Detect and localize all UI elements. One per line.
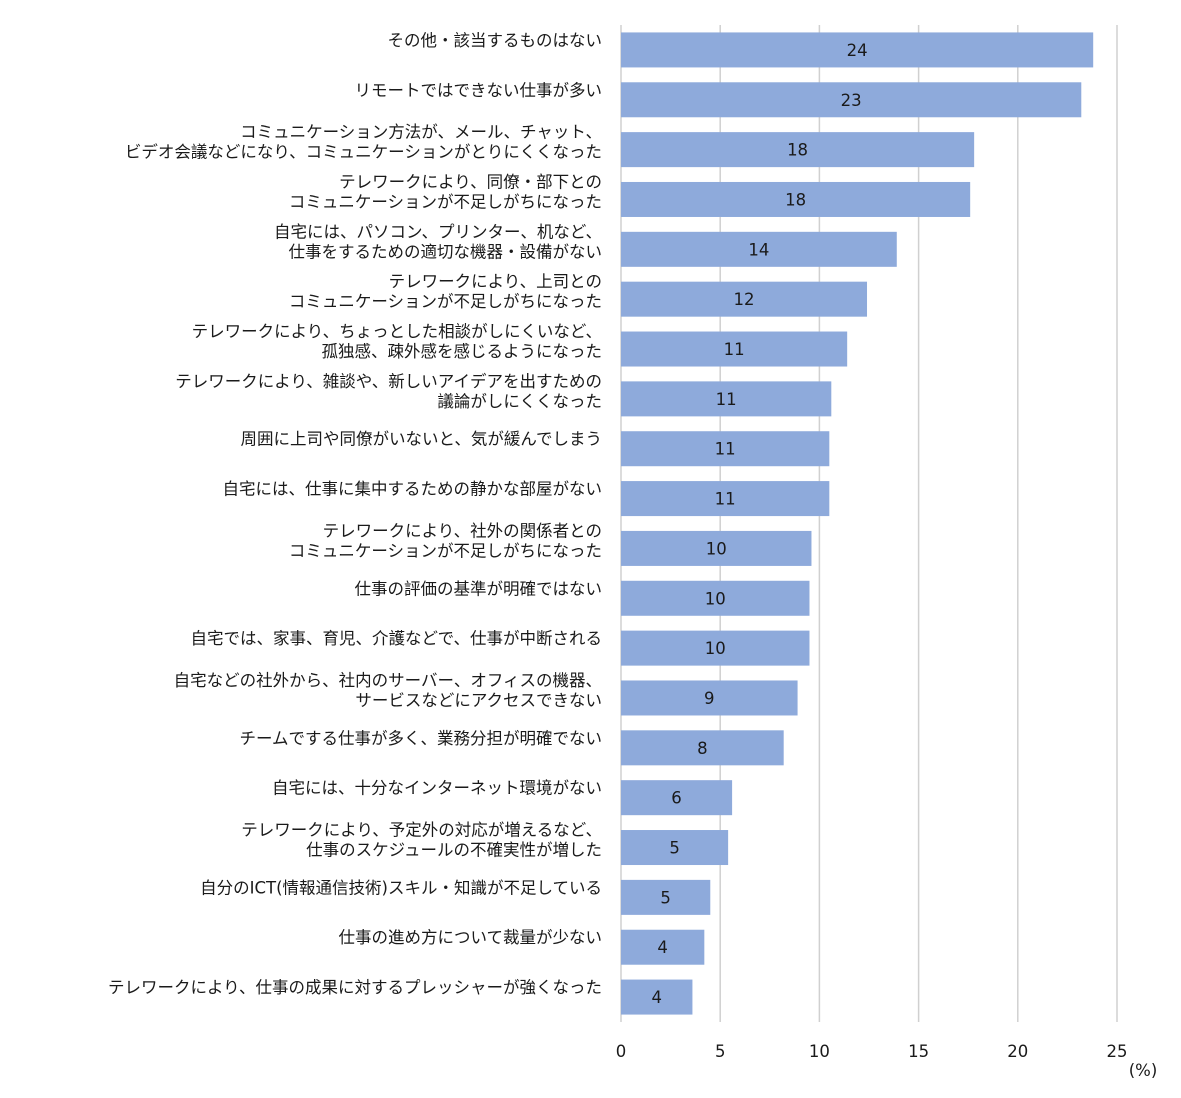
bar (621, 730, 784, 766)
bar (621, 530, 812, 566)
category-label: 議論がしにくくなった (437, 392, 602, 411)
bar (621, 82, 1082, 118)
data-label: 10 (705, 639, 726, 658)
category-label: 自宅には、仕事に集中するための静かな部屋がない (223, 480, 603, 499)
x-axis-unit-label: (%) (1129, 1061, 1158, 1080)
category-label: 自宅には、十分なインターネット環境がない (272, 779, 602, 798)
category-label: コミュニケーション方法が、メール、チャット、 (240, 123, 602, 142)
category-label: ビデオ会議などになり、コミュニケーションがとりにくくなった (125, 142, 602, 162)
bar (621, 630, 810, 666)
data-label: 12 (734, 290, 755, 309)
x-tick-label: 5 (715, 1042, 726, 1061)
x-tick-label: 0 (616, 1042, 627, 1061)
x-axis-ticks: 0 5 10 15 20 25 (616, 1042, 1128, 1061)
bar (621, 132, 975, 168)
data-label: 11 (716, 390, 737, 409)
bar (621, 680, 798, 716)
bars: 24 23 18 18 14 12 11 11 11 11 10 10 10 9 8 6 5 5 4 4 (621, 32, 1094, 1015)
category-label: コミュニケーションが不足しがちになった (289, 192, 602, 211)
category-label: コミュニケーションが不足しがちになった (289, 541, 602, 560)
category-label: リモートではできない仕事が多い (355, 81, 603, 100)
bar (621, 231, 897, 267)
bar (621, 331, 848, 367)
data-label: 23 (841, 91, 862, 110)
data-label: 8 (697, 739, 708, 758)
data-label: 5 (669, 839, 680, 858)
data-label: 11 (724, 340, 745, 359)
bar (621, 32, 1094, 68)
category-label: 仕事の評価の基準が明確ではない (355, 579, 603, 598)
bar (621, 979, 693, 1015)
category-label: 孤独感、疎外感を感じるようになった (322, 342, 603, 361)
bar (621, 580, 810, 616)
category-labels: その他・該当するものはないリモートではできない仕事が多いコミュニケーション方法が… (108, 31, 602, 997)
data-label: 6 (671, 789, 682, 808)
category-label: 自分のICT(情報通信技術)スキル・知識が不足している (200, 878, 602, 897)
bar (621, 929, 705, 965)
data-label: 10 (706, 539, 727, 558)
x-tick-label: 10 (809, 1042, 830, 1061)
category-label: 仕事の進め方について裁量が少ない (338, 928, 602, 947)
category-label: テレワークにより、同僚・部下との (339, 172, 602, 191)
data-label: 11 (715, 440, 736, 459)
gridlines (620, 25, 1118, 1022)
x-tick-label: 25 (1107, 1042, 1128, 1061)
category-label: テレワークにより、ちょっとした相談がしにくいなど、 (192, 322, 602, 341)
category-label: テレワークにより、仕事の成果に対するプレッシャーが強くなった (108, 978, 602, 997)
data-label: 4 (657, 938, 668, 957)
category-label: 自宅では、家事、育児、介護などで、仕事が中断される (190, 629, 602, 648)
data-label: 14 (748, 240, 769, 259)
data-label: 9 (704, 689, 715, 708)
data-label: 11 (715, 490, 736, 509)
data-label: 24 (847, 41, 868, 60)
bar (621, 181, 971, 217)
category-label: チームでする仕事が多く、業務分担が明確でない (239, 729, 602, 748)
data-label: 5 (660, 888, 671, 907)
category-label: 仕事をするための適切な機器・設備がない (289, 242, 603, 261)
category-label: テレワークにより、雑談や、新しいアイデアを出すための (175, 371, 602, 391)
category-label: 仕事のスケジュールの不確実性が増した (306, 841, 602, 860)
bar (621, 830, 729, 866)
category-label: 自宅などの社外から、社内のサーバー、オフィスの機器、 (174, 671, 602, 690)
category-label: その他・該当するものはない (388, 31, 603, 50)
x-tick-label: 20 (1007, 1042, 1028, 1061)
bar (621, 431, 830, 467)
bar (621, 780, 733, 816)
data-label: 18 (787, 141, 808, 160)
data-label: 18 (785, 190, 806, 209)
bar (621, 281, 868, 317)
category-label: テレワークにより、社外の関係者との (323, 521, 602, 540)
category-label: サービスなどにアクセスできない (355, 691, 602, 710)
category-label: コミュニケーションが不足しがちになった (289, 292, 602, 311)
category-label: 自宅には、パソコン、プリンター、机など、 (274, 222, 602, 241)
bar (621, 481, 830, 517)
data-label: 10 (705, 589, 726, 608)
category-label: テレワークにより、上司との (389, 272, 602, 291)
bar (621, 381, 832, 417)
category-label: テレワークにより、予定外の対応が増えるなど、 (241, 821, 602, 840)
x-tick-label: 15 (908, 1042, 929, 1061)
data-label: 4 (651, 988, 662, 1007)
category-label: 周囲に上司や同僚がいないと、気が緩んでしまう (240, 430, 602, 449)
bar (621, 879, 711, 915)
